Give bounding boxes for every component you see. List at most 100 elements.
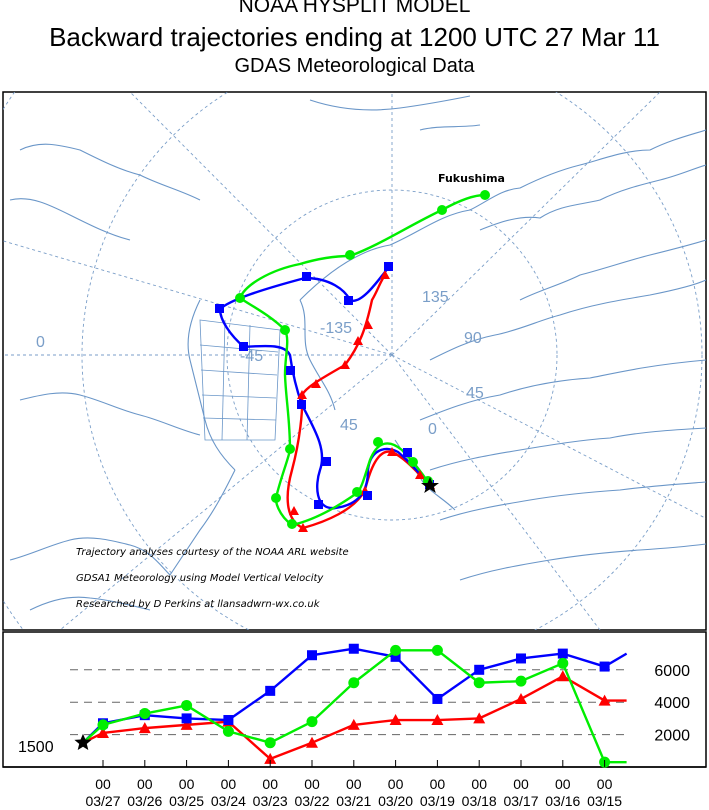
- profile-gridlines: [70, 669, 630, 736]
- map-grid-labels: 0 -135 -45 45 135 90 45 0: [36, 289, 484, 438]
- coastline-asia: [299, 129, 706, 301]
- green-circle-marker: [352, 487, 362, 497]
- red-triangle-marker: [289, 506, 299, 515]
- profile-marker-red: [97, 726, 109, 738]
- green-circle-marker: [271, 493, 281, 503]
- profile-marker-red: [389, 714, 402, 726]
- profile-marker-blue: [557, 648, 568, 659]
- profile-x-date-label: 03/26: [127, 793, 162, 809]
- map-markers-green: [235, 190, 490, 529]
- profile-marker-blue: [307, 650, 317, 661]
- profile-marker-green: [515, 675, 527, 687]
- green-circle-marker: [437, 205, 447, 215]
- profile-marker-red: [515, 692, 527, 704]
- blue-square-marker: [286, 366, 295, 375]
- profile-x-date-label: 03/24: [211, 793, 246, 809]
- profile-marker-red: [598, 694, 611, 706]
- profile-marker-green: [181, 699, 193, 711]
- profile-x-hour-label: 00: [221, 776, 237, 792]
- us-state-borders: [199, 319, 281, 441]
- coastline-asia: [429, 427, 706, 471]
- profile-frame: [2, 631, 707, 768]
- meridian-line: [391, 92, 661, 356]
- coastline-asia: [519, 239, 706, 301]
- source-star-icon: [421, 477, 439, 493]
- profile-x-date-label: 03/18: [462, 793, 497, 809]
- profile-y-label: 2000: [654, 728, 690, 745]
- profile-x-date-label: 03/16: [545, 793, 580, 809]
- profile-marker-blue: [390, 651, 401, 662]
- grid-label: -45: [240, 348, 263, 365]
- profile-x-hour-label: 00: [388, 776, 404, 792]
- coastline-north-america: [169, 469, 236, 576]
- grid-label: 135: [422, 289, 449, 306]
- blue-square-marker: [239, 342, 248, 351]
- latitude-circle: [81, 92, 703, 630]
- state-border: [202, 417, 277, 421]
- profile-marker-green: [222, 725, 234, 737]
- source-height-label: 1500: [18, 739, 54, 756]
- profile-marker-blue: [348, 643, 359, 654]
- profile-x-date-label: 03/25: [169, 793, 204, 809]
- profile-x-hour-label: 00: [555, 776, 571, 792]
- profile-y-label: 6000: [654, 663, 690, 680]
- profile-x-ticks: 0003/270003/260003/250003/240003/230003/…: [85, 760, 622, 809]
- red-triangle-marker: [298, 523, 308, 532]
- profile-marker-green: [390, 644, 402, 656]
- green-circle-marker: [285, 444, 295, 454]
- red-triangle-marker: [340, 360, 350, 369]
- profile-x-date-label: 03/19: [420, 793, 455, 809]
- profile-marker-blue: [599, 661, 610, 672]
- meridian-line: [129, 92, 393, 356]
- coastline-asia: [439, 481, 706, 521]
- profile-x-hour-label: 00: [430, 776, 446, 792]
- green-circle-marker: [345, 250, 355, 260]
- profile-marker-green: [139, 708, 151, 720]
- blue-square-marker: [363, 491, 372, 500]
- coastline-asia: [419, 359, 706, 421]
- profile-x-hour-label: 00: [513, 776, 529, 792]
- green-circle-marker: [408, 457, 418, 467]
- profile-marker-red: [347, 718, 360, 730]
- grid-label: 0: [36, 334, 45, 351]
- blue-square-marker: [302, 272, 311, 281]
- green-circle-marker: [373, 437, 383, 447]
- profile-marker-green: [431, 644, 443, 656]
- blue-square-marker: [297, 400, 306, 409]
- profile-y-labels: 2000 4000 6000: [654, 663, 690, 745]
- coastline-kamchatka: [299, 299, 336, 411]
- red-triangle-marker: [363, 320, 373, 329]
- coastline-north-america: [187, 299, 236, 471]
- profile-x-date-label: 03/15: [587, 793, 622, 809]
- profile-marker-green: [306, 716, 318, 728]
- credit-line: GDSA1 Meteorology using Model Vertical V…: [76, 573, 324, 584]
- coastline-north-america: [29, 596, 151, 611]
- profile-source-star-icon: [74, 733, 92, 750]
- red-triangle-marker: [415, 470, 425, 479]
- coastline-arctic: [309, 95, 471, 111]
- grid-label: 45: [340, 417, 358, 434]
- credit-line: Trajectory analyses courtesy of the NOAA…: [76, 547, 349, 558]
- state-border: [221, 319, 226, 441]
- profile-x-hour-label: 00: [471, 776, 487, 792]
- coastline-asia: [479, 164, 706, 231]
- profile-marker-red: [556, 670, 569, 682]
- coastline-north-america: [19, 392, 201, 436]
- coastline-asia: [429, 279, 706, 361]
- profile-x-hour-label: 00: [304, 776, 320, 792]
- coastline-canada: [19, 143, 201, 201]
- grid-label: 45: [466, 385, 484, 402]
- state-border: [246, 324, 251, 441]
- red-triangle-marker: [353, 336, 363, 345]
- coastline-arctic: [419, 124, 481, 131]
- profile-marker-red: [138, 722, 151, 734]
- profile-marker-green: [264, 737, 276, 749]
- profile-x-date-label: 03/17: [503, 793, 538, 809]
- state-grid-outline: [199, 319, 281, 441]
- red-triangle-marker: [311, 379, 321, 388]
- coastline-canada: [9, 198, 131, 241]
- profile-marker-green: [97, 719, 109, 731]
- profile-marker-red: [431, 714, 444, 726]
